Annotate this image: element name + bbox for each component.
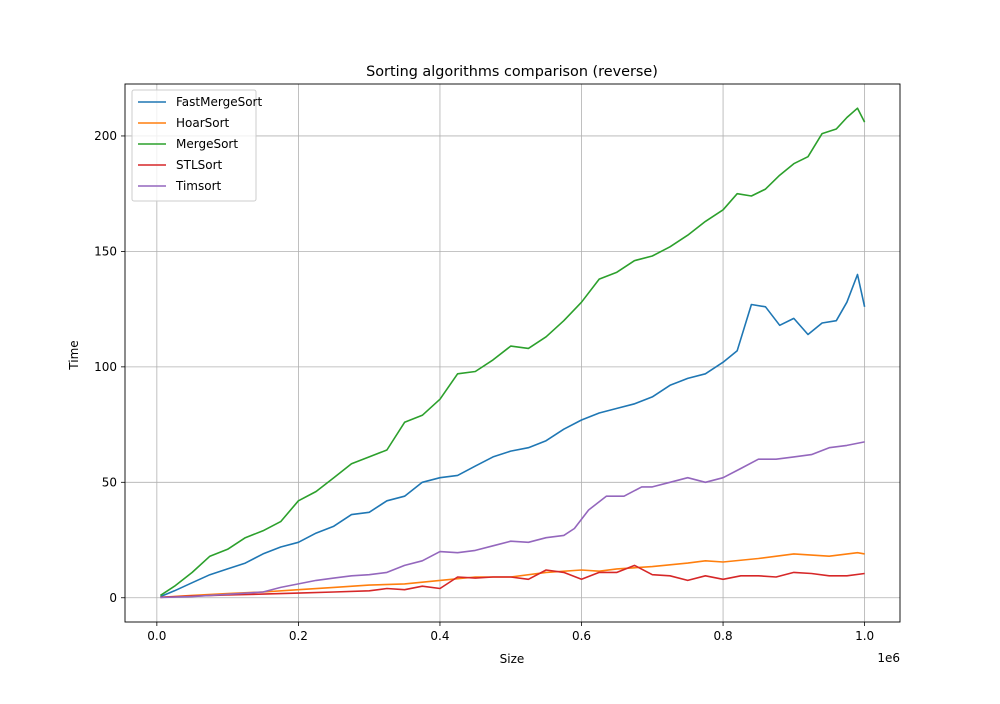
- y-tick-label-4: 200: [94, 129, 117, 143]
- x-axis-label: Size: [500, 652, 525, 666]
- series-line-fastmergesort: [160, 273, 866, 598]
- legend-label-fastmergesort: FastMergeSort: [176, 95, 262, 109]
- x-axis-offset-label: 1e6: [877, 651, 900, 665]
- legend-label-hoarsort: HoarSort: [176, 116, 230, 130]
- y-tick-label-1: 50: [102, 475, 117, 489]
- series-line-timsort: [160, 441, 865, 599]
- legend-label-stlsort: STLSort: [176, 158, 223, 172]
- legend: FastMergeSort HoarSort MergeSort STLSort Tim…: [131, 89, 262, 202]
- chart-title: Sorting algorithms comparison (reverse): [366, 64, 658, 80]
- plot-area: 0.0 0.2 0.4 0.6 0.8 1.0 0 50 100 150 200 FastMergeS…: [94, 83, 901, 643]
- legend-box: [131, 89, 257, 202]
- x-tick-label-3: 0.6: [572, 629, 591, 643]
- x-tick-label-5: 1.0: [855, 629, 874, 643]
- legend-label-mergesort: MergeSort: [176, 137, 238, 151]
- y-tick-label-2: 100: [94, 360, 117, 374]
- x-tick-label-2: 0.4: [430, 629, 449, 643]
- series-line-stlsort: [160, 564, 865, 599]
- legend-label-timsort: Timsort: [175, 179, 222, 193]
- plot-frame: [124, 83, 901, 623]
- x-tick-label-1: 0.2: [289, 629, 308, 643]
- y-tick-label-3: 150: [94, 244, 117, 258]
- series-line-mergesort: [159, 107, 866, 597]
- y-tick-label-0: 0: [109, 591, 117, 605]
- x-tick-label-4: 0.8: [714, 629, 733, 643]
- y-axis-label: Time: [67, 340, 81, 370]
- series-line-hoarsort: [160, 551, 865, 599]
- x-tick-label-0: 0.0: [147, 629, 166, 643]
